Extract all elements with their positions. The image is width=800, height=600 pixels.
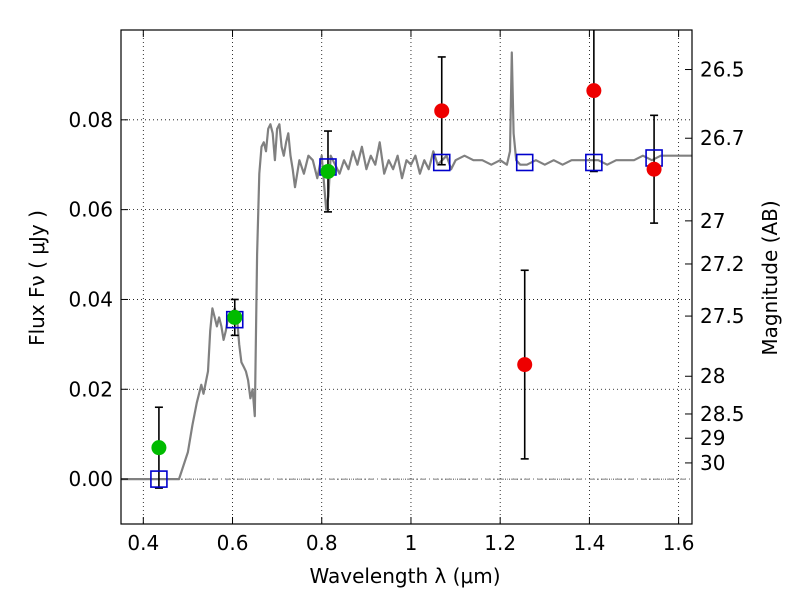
mag-tick-label: 27 <box>700 209 725 233</box>
y-tick-label: 0.04 <box>68 287 113 311</box>
green-data-point <box>227 309 243 325</box>
error-bars <box>154 30 659 489</box>
y-axis-ticks: 0.00 0.02 0.04 0.06 0.08 <box>68 108 128 491</box>
model-square-point <box>585 153 603 172</box>
plot-frame <box>120 29 693 525</box>
data-points <box>150 83 663 488</box>
mag-tick-label: 28.5 <box>700 402 745 426</box>
mag-tick-label: 29 <box>700 426 725 450</box>
x-tick-label: 0.4 <box>127 531 159 555</box>
y-tick-label: 0.08 <box>68 108 113 132</box>
x-tick-label: 1.2 <box>484 531 516 555</box>
y-tick-label: 0.06 <box>68 198 113 222</box>
green-data-point <box>320 163 336 179</box>
x-axis-title-text: Wavelength λ (μm) <box>309 564 500 588</box>
mag-tick-label: 27.2 <box>700 252 745 276</box>
x-tick-label: 1.4 <box>573 531 605 555</box>
y-tick-label: 0.00 <box>68 467 113 491</box>
model-square-point <box>515 153 534 172</box>
x-axis-ticks: 0.4 0.6 0.8 1 1.2 1.4 1.6 <box>127 30 695 555</box>
y-tick-label: 0.02 <box>68 377 113 401</box>
model-square-point <box>150 470 168 488</box>
template-spectrum-line <box>121 51 692 481</box>
green-data-point <box>151 440 167 456</box>
mag-tick-label: 26.7 <box>700 126 745 150</box>
x-tick-label: 0.8 <box>306 531 338 555</box>
mag-tick-label: 27.5 <box>700 304 745 328</box>
red-data-point <box>434 103 450 119</box>
model-square-point <box>432 153 451 172</box>
red-data-point <box>646 161 662 177</box>
red-data-point <box>517 357 533 373</box>
template-spectrum-group <box>121 51 692 481</box>
y2-axis-title: Magnitude (AB) <box>758 200 782 355</box>
x-tick-label: 0.6 <box>217 531 249 555</box>
y-axis-title: Flux Fν ( μJy ) <box>25 210 49 346</box>
red-data-point <box>586 83 602 99</box>
mag-tick-label: 26.5 <box>700 58 745 82</box>
x-tick-label: 1 <box>405 531 418 555</box>
x-tick-label: 1.6 <box>663 531 695 555</box>
mag-tick-label: 30 <box>700 451 725 475</box>
grid-lines <box>121 30 692 524</box>
mag-tick-label: 28 <box>700 364 725 388</box>
x-axis-title: Wavelength λ (μm) <box>309 564 500 588</box>
